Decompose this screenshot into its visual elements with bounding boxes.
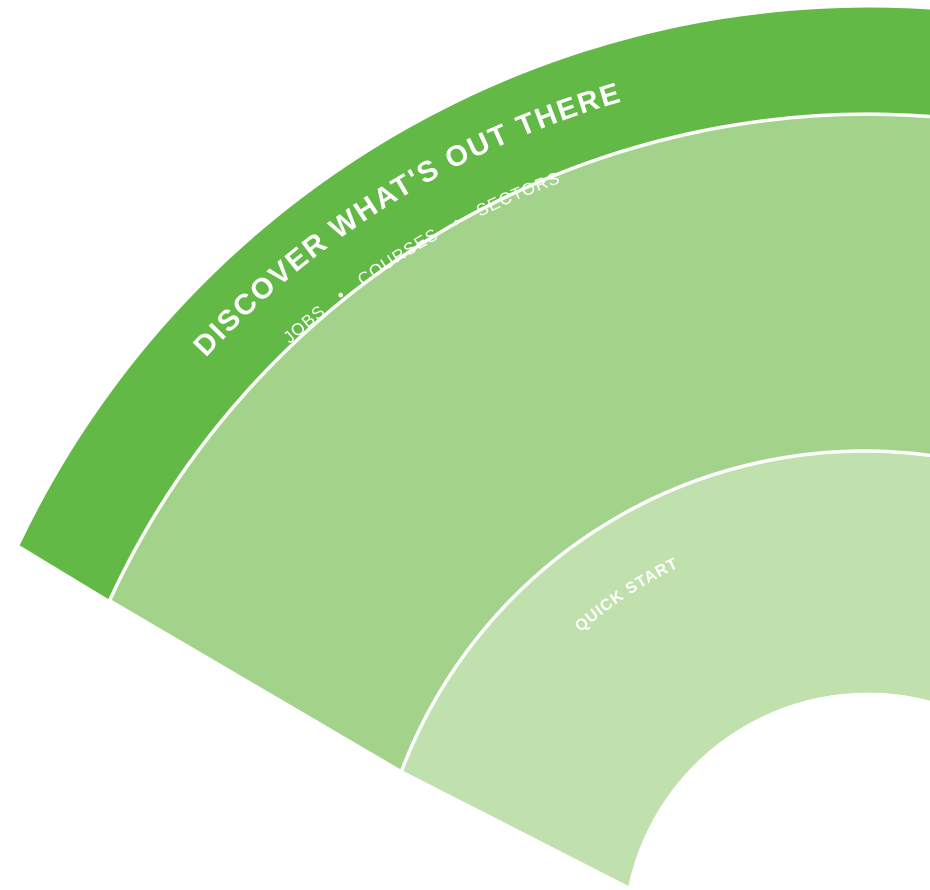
divider-outer xyxy=(108,112,930,601)
divider-edge-inner xyxy=(401,770,629,888)
divider-inner xyxy=(399,449,930,772)
divider-edge-outer xyxy=(109,599,403,772)
outer-band-discover[interactable] xyxy=(19,7,930,600)
middle-band[interactable] xyxy=(109,114,930,772)
inner-band-quick-start[interactable] xyxy=(401,451,930,887)
